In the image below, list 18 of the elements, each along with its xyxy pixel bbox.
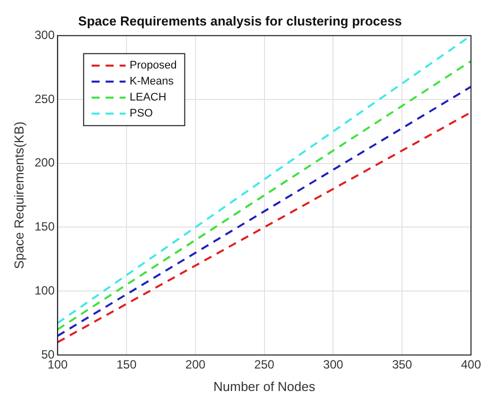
legend-label: LEACH [130, 92, 166, 104]
chart-title: Space Requirements analysis for clustering process [78, 13, 402, 28]
x-tick-label: 150 [116, 358, 137, 372]
y-tick-label: 300 [34, 28, 55, 42]
y-axis-title: Space Requirements(KB) [11, 122, 26, 270]
x-tick-label: 300 [323, 358, 344, 372]
legend-label: PSO [130, 108, 154, 120]
x-axis-title: Number of Nodes [213, 378, 316, 394]
x-tick-label: 200 [185, 358, 206, 372]
legend-label: K-Means [130, 76, 174, 88]
legend-label: Proposed [130, 60, 177, 72]
y-tick-label: 100 [34, 283, 55, 298]
y-tick-label: 150 [34, 220, 55, 234]
y-tick-label: 200 [34, 156, 55, 170]
x-tick-label: 350 [392, 358, 412, 372]
x-tick-label: 400 [460, 358, 482, 372]
y-tick-label: 250 [34, 92, 55, 106]
x-tick-label: 250 [254, 358, 275, 372]
